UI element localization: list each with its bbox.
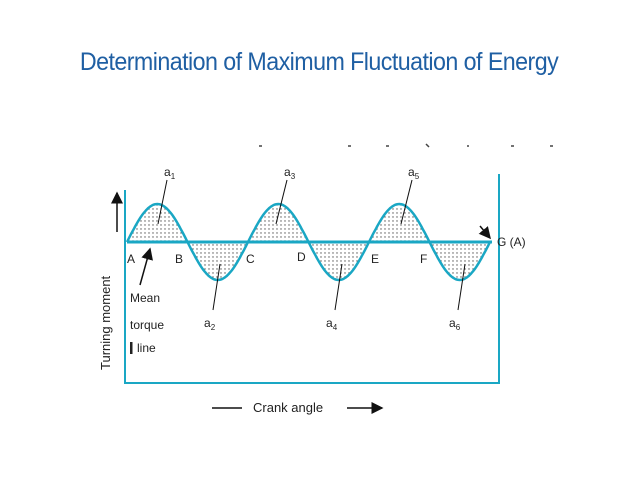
area-label-a5: a5 bbox=[408, 165, 420, 181]
mean-line-label-3: line bbox=[137, 341, 156, 355]
negative-area-fill bbox=[127, 242, 490, 280]
turning-moment-curve bbox=[125, 202, 492, 282]
end-label: G (A) bbox=[497, 235, 526, 249]
point-A: A bbox=[127, 252, 135, 266]
point-B: B bbox=[175, 252, 183, 266]
point-D: D bbox=[297, 250, 306, 264]
point-E: E bbox=[371, 252, 379, 266]
top-dash-marks bbox=[259, 143, 553, 148]
mean-line-label-1: Mean bbox=[130, 291, 160, 305]
mean-line-pointer bbox=[139, 247, 153, 286]
area-label-a6: a6 bbox=[449, 316, 461, 332]
area-label-a2: a2 bbox=[204, 316, 216, 332]
line-bar-mark bbox=[130, 342, 133, 354]
area-label-a3: a3 bbox=[284, 165, 296, 181]
area-label-a4: a4 bbox=[326, 316, 338, 332]
area-label-a1: a1 bbox=[164, 165, 176, 181]
diagram-frame bbox=[124, 174, 500, 384]
point-F: F bbox=[420, 252, 427, 266]
end-arrow bbox=[478, 225, 491, 240]
positive-area-fill bbox=[127, 204, 490, 242]
page-title: Determination of Maximum Fluctuation of … bbox=[79, 48, 559, 76]
y-axis-label: Turning moment bbox=[98, 275, 113, 370]
area-leaders bbox=[157, 179, 466, 311]
point-C: C bbox=[246, 252, 255, 266]
x-axis-label: Crank angle bbox=[253, 400, 323, 415]
mean-line-label-2: torque bbox=[130, 318, 164, 332]
